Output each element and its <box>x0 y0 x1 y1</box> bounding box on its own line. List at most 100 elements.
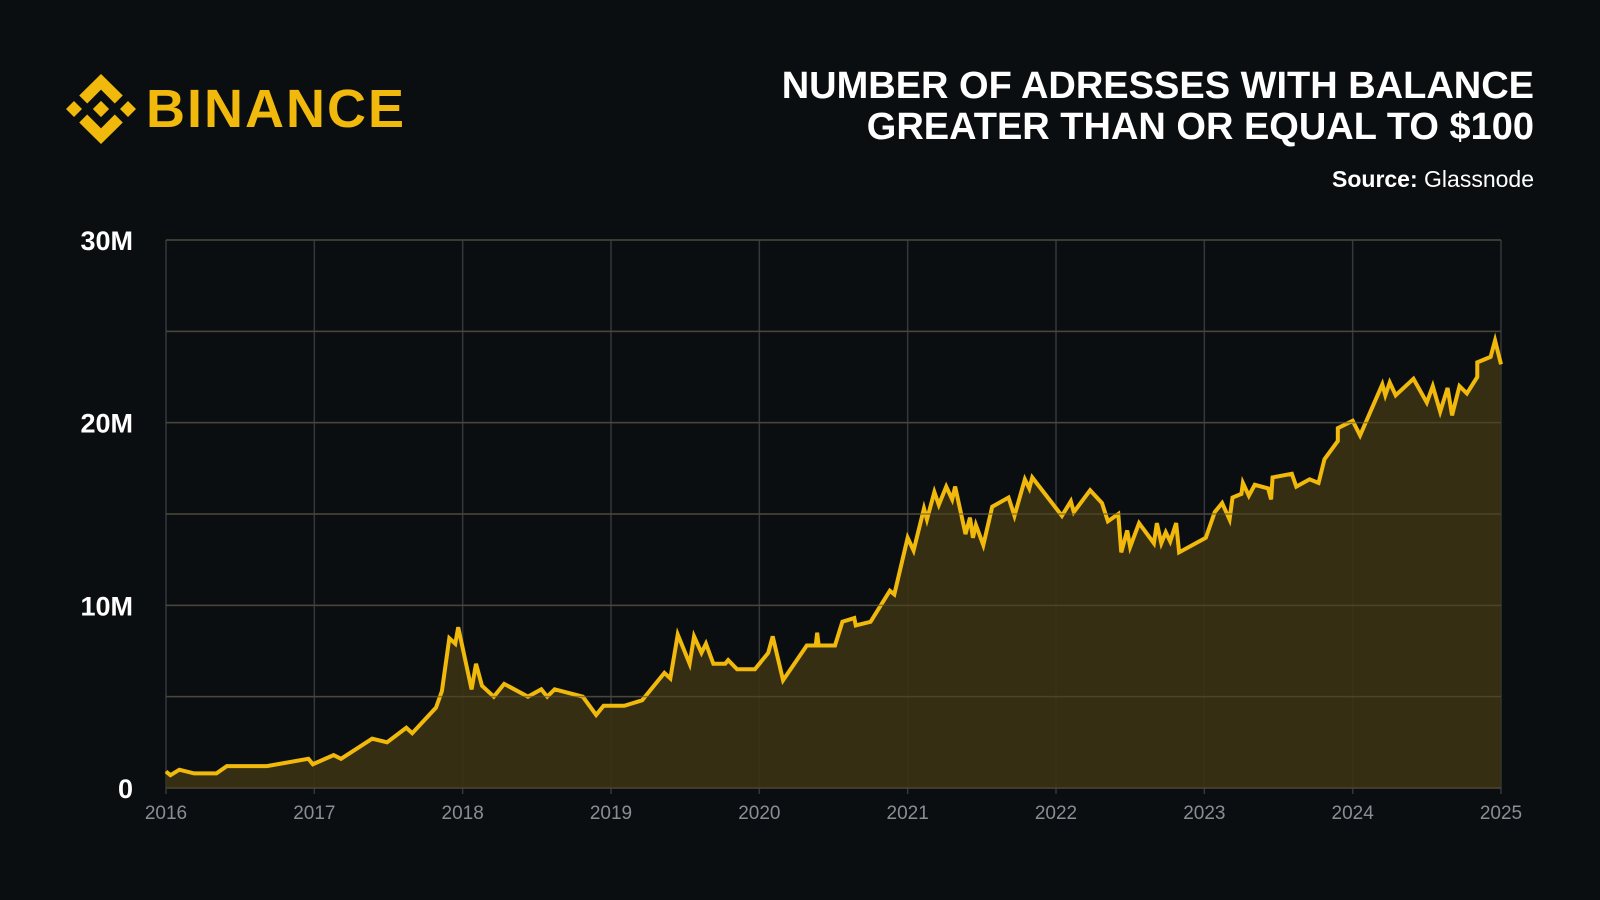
data-point <box>712 663 714 665</box>
data-point <box>782 679 784 681</box>
data-point <box>1214 511 1216 513</box>
data-point <box>448 637 450 639</box>
data-point <box>954 486 956 488</box>
data-point <box>1160 542 1162 544</box>
data-point <box>1008 497 1010 499</box>
data-point <box>371 738 373 740</box>
data-point <box>1073 511 1075 513</box>
x-tick-label: 2019 <box>590 803 632 824</box>
source-label: Source: <box>1332 166 1418 192</box>
data-point <box>724 663 726 665</box>
data-point <box>1248 495 1250 497</box>
data-point <box>1120 551 1122 553</box>
x-tick-label: 2022 <box>1035 803 1077 824</box>
x-tick-label: 2021 <box>887 803 929 824</box>
data-point <box>938 504 940 506</box>
data-point <box>965 533 967 535</box>
title-line-2: GREATER THAN OR EQUAL TO $100 <box>866 106 1534 148</box>
data-point <box>1309 478 1311 480</box>
data-point <box>386 741 388 743</box>
data-point <box>870 621 872 623</box>
x-tick-label: 2024 <box>1332 803 1375 824</box>
data-point <box>193 772 195 774</box>
data-point <box>1013 515 1015 517</box>
data-point <box>1432 385 1434 387</box>
data-point <box>1156 522 1158 524</box>
data-point <box>1272 476 1274 478</box>
data-point <box>165 771 167 773</box>
data-point <box>972 537 974 539</box>
data-point <box>623 705 625 707</box>
data-point <box>481 685 483 687</box>
data-point <box>405 727 407 729</box>
data-point <box>340 758 342 760</box>
data-point <box>1426 402 1428 404</box>
x-tick-label: 2023 <box>1183 803 1225 824</box>
data-point <box>816 632 818 634</box>
data-point <box>540 688 542 690</box>
data-point <box>641 699 643 701</box>
source-value: Glassnode <box>1424 166 1534 192</box>
data-point <box>178 769 180 771</box>
y-tick-label: 0 <box>118 774 133 804</box>
data-point <box>727 659 729 661</box>
data-point <box>1295 486 1297 488</box>
data-point <box>1323 458 1325 460</box>
data-point <box>853 617 855 619</box>
series-line <box>164 332 1503 778</box>
data-point <box>1267 487 1269 489</box>
data-point <box>1476 376 1478 378</box>
data-point <box>951 498 953 500</box>
data-point <box>457 626 459 628</box>
data-point <box>1138 522 1140 524</box>
data-point <box>603 705 605 707</box>
data-point <box>1395 394 1397 396</box>
data-point <box>266 765 268 767</box>
data-point <box>945 486 947 488</box>
binance-diamond-icon <box>66 74 136 144</box>
data-point <box>736 668 738 670</box>
data-point <box>700 652 702 654</box>
data-point <box>1229 518 1231 520</box>
data-point <box>411 732 413 734</box>
y-tick-label: 20M <box>80 409 133 439</box>
y-tick-label: 30M <box>80 226 133 256</box>
data-point <box>1494 339 1496 341</box>
data-point <box>669 677 671 679</box>
data-point <box>1384 394 1386 396</box>
data-point <box>454 643 456 645</box>
data-point <box>1412 378 1414 380</box>
data-point <box>893 593 895 595</box>
data-point <box>772 635 774 637</box>
data-point <box>1101 502 1103 504</box>
data-point <box>307 758 309 760</box>
x-tick-label: 2016 <box>145 803 187 824</box>
data-point <box>312 763 314 765</box>
data-point <box>471 688 473 690</box>
binance-logo: BINANCE <box>66 74 406 144</box>
data-point <box>441 690 443 692</box>
data-point <box>841 621 843 623</box>
data-point <box>226 765 228 767</box>
data-point <box>754 668 756 670</box>
data-point <box>1337 427 1339 429</box>
data-point <box>1070 500 1072 502</box>
data-point <box>1458 385 1460 387</box>
data-point <box>1031 476 1033 478</box>
data-point <box>1129 546 1131 548</box>
x-tick-label: 2025 <box>1480 803 1522 824</box>
data-point <box>1153 542 1155 544</box>
data-point <box>1178 551 1180 553</box>
data-point <box>991 506 993 508</box>
data-point <box>663 672 665 674</box>
data-point <box>169 774 171 776</box>
data-point <box>554 688 556 690</box>
data-point <box>1381 383 1383 385</box>
data-point <box>1205 537 1207 539</box>
data-point <box>689 663 691 665</box>
data-point <box>1337 440 1339 442</box>
data-point <box>705 643 707 645</box>
data-point <box>889 590 891 592</box>
source-credit: Source: Glassnode <box>1332 166 1534 193</box>
